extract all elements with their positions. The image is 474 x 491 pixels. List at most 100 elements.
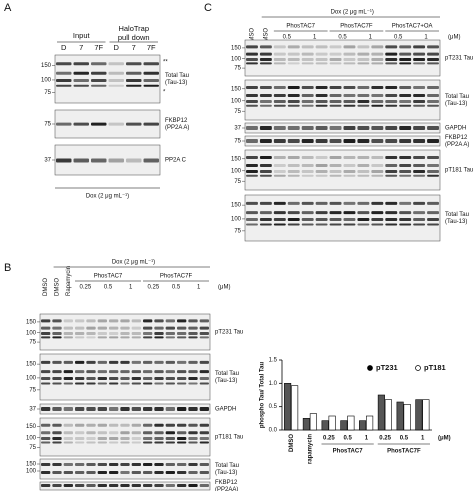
band — [63, 382, 73, 385]
band — [165, 437, 175, 440]
band — [41, 471, 51, 474]
band — [91, 79, 107, 82]
band — [86, 377, 96, 380]
band — [75, 336, 85, 339]
band — [188, 360, 198, 364]
band — [177, 471, 187, 474]
band — [52, 484, 62, 487]
band — [73, 84, 89, 87]
band — [301, 223, 314, 226]
band — [86, 336, 96, 339]
mw-label: 100 — [26, 469, 37, 475]
mw-label: 75 — [29, 340, 36, 346]
band — [52, 382, 62, 385]
band — [97, 441, 107, 444]
band — [41, 326, 51, 330]
dose-label: 1 — [424, 35, 428, 41]
band — [273, 100, 286, 103]
band — [86, 471, 96, 474]
band — [287, 139, 300, 143]
blot-label: (Tau-13) — [215, 378, 237, 384]
band — [52, 377, 62, 380]
band — [52, 437, 62, 440]
band — [357, 201, 370, 205]
band — [343, 218, 356, 221]
band — [287, 174, 300, 177]
band — [357, 58, 370, 61]
band — [329, 170, 342, 173]
band — [108, 84, 124, 87]
band — [52, 423, 62, 427]
band — [427, 211, 439, 215]
band — [357, 45, 370, 49]
band — [86, 437, 96, 440]
bar — [396, 401, 404, 431]
band — [154, 382, 164, 385]
band — [154, 437, 164, 440]
unit-label: (μM) — [448, 35, 460, 41]
band — [329, 100, 342, 103]
band — [399, 201, 412, 205]
band — [41, 407, 51, 411]
band — [413, 62, 426, 65]
band — [120, 319, 130, 323]
band — [199, 319, 209, 323]
band — [52, 471, 62, 474]
blot-label: pT181 Tau — [215, 435, 243, 441]
band — [413, 223, 426, 226]
band — [188, 431, 198, 435]
band — [188, 437, 198, 440]
band — [273, 126, 286, 130]
band — [413, 164, 426, 167]
mw-label: 37 — [44, 158, 51, 164]
bar — [291, 385, 299, 431]
band — [75, 431, 85, 435]
band — [131, 423, 141, 427]
mw-label: 100 — [41, 78, 52, 84]
band — [143, 382, 153, 385]
mw-label: 75 — [29, 445, 36, 451]
band — [329, 139, 342, 143]
band — [188, 377, 198, 380]
blot-label: Total Tau — [215, 371, 239, 377]
band — [273, 174, 286, 177]
band — [329, 45, 342, 49]
band — [301, 58, 314, 61]
panel-label: C — [204, 2, 212, 14]
band — [109, 431, 119, 435]
lane-label: 7 — [79, 43, 83, 52]
band — [427, 218, 439, 221]
band — [109, 441, 119, 444]
band — [301, 139, 314, 143]
control-label: DMSO — [43, 278, 49, 296]
band — [75, 407, 85, 411]
band — [287, 94, 300, 97]
band — [371, 126, 384, 130]
mw-label: 150 — [26, 319, 37, 325]
mw-label: 100 — [26, 435, 37, 441]
band — [97, 370, 107, 374]
band — [329, 201, 342, 205]
unit-label: (μM) — [218, 285, 230, 291]
band — [259, 218, 272, 221]
band — [154, 370, 164, 374]
band — [343, 156, 356, 159]
blot-label: PP2A C — [165, 158, 187, 164]
band — [199, 407, 209, 411]
band — [413, 86, 426, 89]
band — [86, 370, 96, 374]
band — [357, 104, 370, 107]
band — [63, 377, 73, 380]
band — [427, 126, 439, 130]
band — [56, 79, 72, 82]
band — [371, 218, 384, 221]
band — [413, 104, 426, 107]
band — [154, 484, 164, 487]
band — [259, 211, 272, 215]
band — [177, 370, 187, 374]
group-label: PhosTAC7F — [340, 24, 373, 30]
band — [301, 45, 314, 49]
band — [427, 139, 439, 143]
band — [343, 86, 356, 89]
